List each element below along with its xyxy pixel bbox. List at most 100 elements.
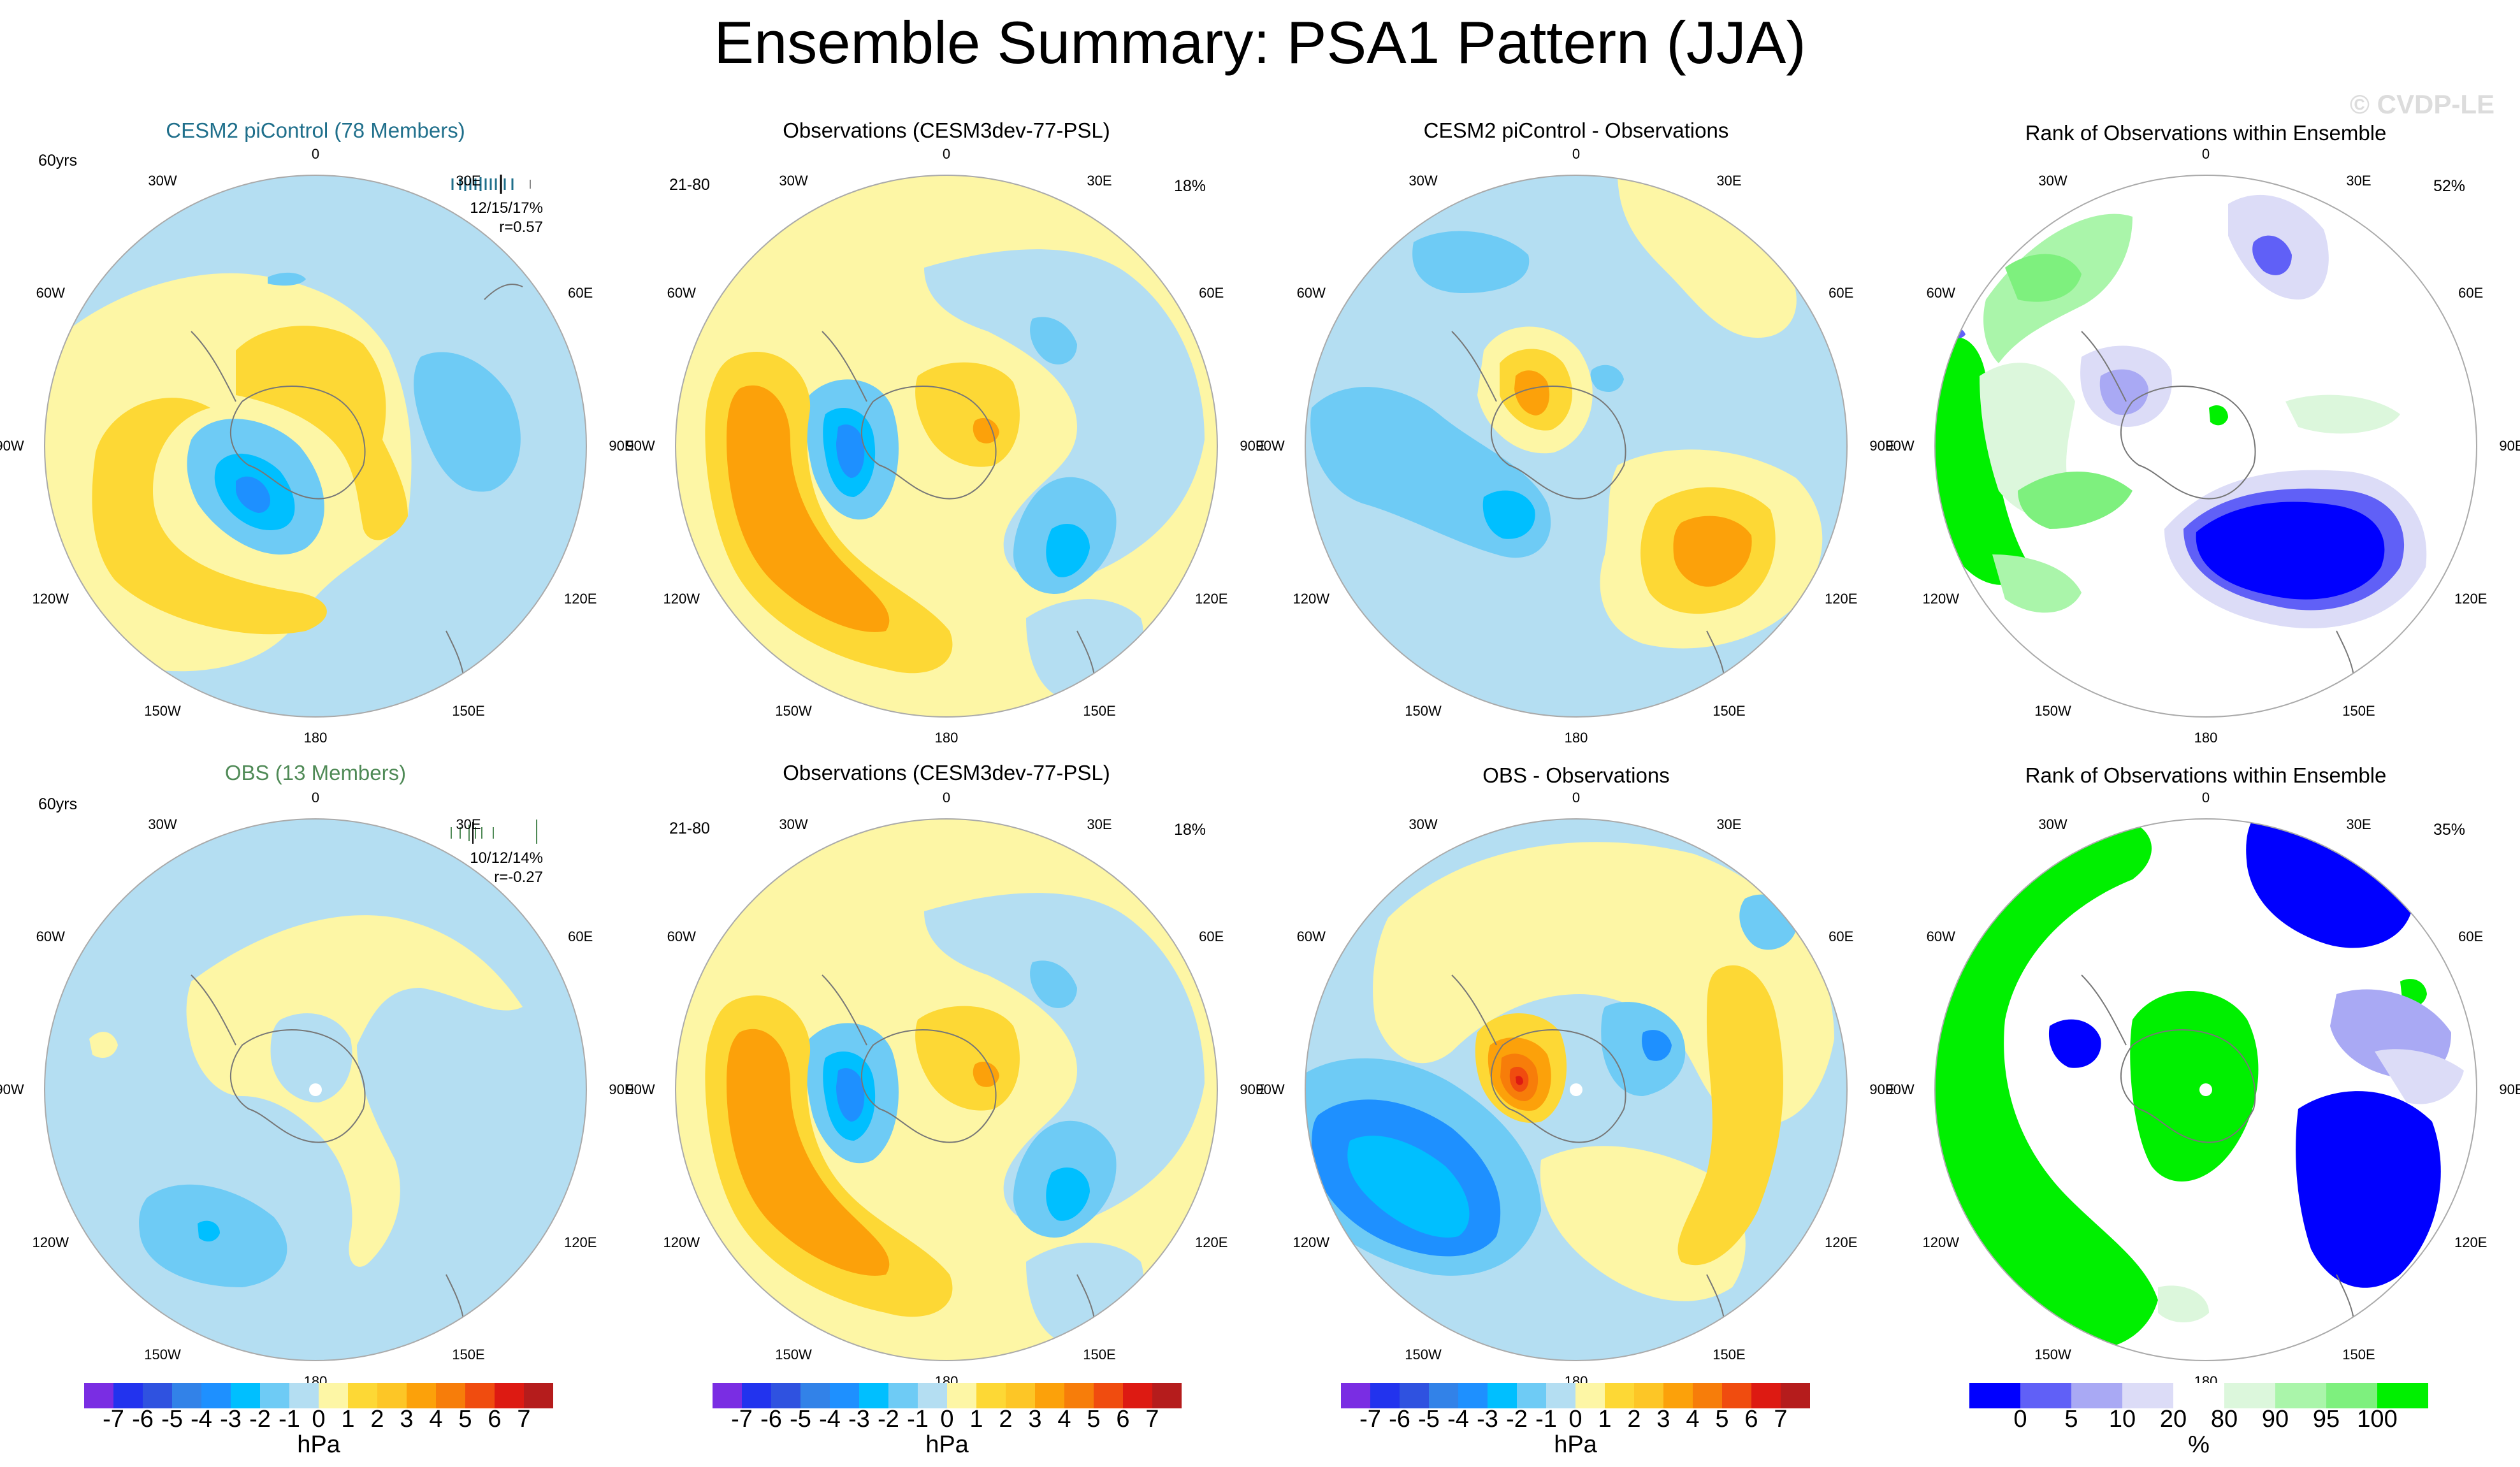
colorbar-tick-label: 5 (458, 1406, 472, 1433)
spread-ticks (451, 820, 537, 844)
colorbar-tick-label: -2 (249, 1406, 271, 1433)
contour-neg-5 (268, 272, 306, 286)
lon-label: 60W (1296, 285, 1326, 301)
colorbar-box (113, 1383, 143, 1408)
lon-label: 0 (942, 790, 951, 806)
colorbar-box (495, 1383, 524, 1408)
lon-label: 120W (663, 1234, 700, 1250)
lon-label: 60W (667, 929, 696, 944)
lon-label: 150E (452, 702, 485, 719)
colorbar-unit: hPa (1554, 1431, 1597, 1458)
lon-label: 150E (2342, 1346, 2375, 1362)
colorbar-tick-label: 2 (999, 1406, 1013, 1433)
colorbar-box (1517, 1383, 1546, 1408)
lon-label: 60W (1926, 285, 1955, 301)
lon-label: 30E (1716, 816, 1742, 833)
colorbar-boxes (1341, 1383, 1810, 1408)
pole-marker (1570, 1083, 1582, 1096)
panel-title: CESM2 piControl - Observations (1423, 119, 1729, 142)
colorbar-tick-label: -7 (1359, 1406, 1381, 1433)
panel-cesm2-picontrol: CESM2 piControl (78 Members) 60yrs 12/15… (0, 108, 634, 752)
contour-neg-8 (836, 424, 865, 478)
stats-spread: 12/15/17% (470, 199, 543, 217)
colorbar-box (2377, 1383, 2428, 1408)
lon-label: 30W (1408, 816, 1438, 833)
lon-label: 150W (775, 702, 812, 719)
lon-label: 150E (1083, 702, 1116, 719)
rank-blue-5 (2048, 1019, 2101, 1068)
lon-label: 0 (311, 146, 320, 162)
colorbar-tick-label: -5 (790, 1406, 811, 1433)
colorbar-tick-label: 5 (2064, 1406, 2078, 1433)
colorbar-tick-label: 100 (2357, 1406, 2398, 1433)
lon-label: 150W (775, 1346, 812, 1362)
colorbar-tick-label: 7 (1774, 1406, 1788, 1433)
colorbar-unit: hPa (297, 1431, 340, 1458)
colorbar-tick-label: 4 (1686, 1406, 1700, 1433)
lon-label: 150E (452, 1346, 485, 1362)
rank-blue-2 (2296, 1091, 2441, 1288)
colorbar-tick-label: 2 (370, 1406, 384, 1433)
colorbar-box (2224, 1383, 2275, 1408)
rank-green-8 (2285, 394, 2400, 434)
colorbar-box (1006, 1383, 1035, 1408)
colorbar-box (1458, 1383, 1488, 1408)
contour-pos-2 (727, 1029, 890, 1276)
map-border (1305, 175, 1848, 718)
colorbar-box (2173, 1383, 2224, 1408)
lon-label: 30E (456, 816, 481, 833)
contour-pos-7 (1514, 370, 1550, 416)
map-p8 (1934, 818, 2477, 1361)
contour-neg-4 (414, 352, 521, 492)
lon-label: 180 (303, 730, 328, 746)
lon-label: 150W (1405, 1346, 1442, 1362)
lon-label: 60W (1926, 929, 1955, 944)
watermark: © CVDP-LE (2350, 89, 2495, 119)
lon-label: 60E (2458, 929, 2484, 944)
colorbar-box (771, 1383, 800, 1408)
contour-pos-1 (186, 915, 523, 1267)
colorbar-box (1693, 1383, 1722, 1408)
contour-pos-3 (236, 326, 408, 540)
colorbar-tick-label: 0 (312, 1406, 326, 1433)
rank-green-1 (1935, 822, 2158, 1350)
contour-neg-3 (270, 1013, 352, 1102)
colorbar-tick-label: -5 (161, 1406, 183, 1433)
contour-pos-4 (973, 418, 999, 444)
stats-spread: 10/12/14% (470, 849, 543, 867)
panel-observations-top: Observations (CESM3dev-77-PSL) 21-80 18%… (626, 108, 1264, 752)
colorbar-tick-label: 1 (1598, 1406, 1612, 1433)
lon-label: 150W (144, 1346, 181, 1362)
figure-title: Ensemble Summary: PSA1 Pattern (JJA) (714, 9, 1806, 76)
lon-label: 90E (2499, 1081, 2520, 1097)
lon-label: 90W (626, 1081, 655, 1097)
years-label: 21-80 (669, 176, 710, 194)
spread-ticks (451, 175, 531, 194)
lon-label: 120W (1922, 591, 1960, 607)
map-border (1305, 818, 1848, 1361)
map-border (675, 175, 1218, 718)
colorbar-box (1429, 1383, 1458, 1408)
colorbar-tick-label: 4 (429, 1406, 443, 1433)
map-p5 (44, 818, 587, 1361)
pole-marker (309, 1083, 322, 1096)
lon-label: 60E (568, 285, 593, 301)
colorbar-tick-label: 10 (2108, 1406, 2136, 1433)
lon-label: 150W (2034, 1346, 2071, 1362)
contour-pos-2 (92, 398, 327, 635)
colorbar-tick-label: 4 (1057, 1406, 1071, 1433)
lon-label: 150E (1713, 1346, 1746, 1362)
rank-blue-1 (2246, 819, 2413, 948)
colorbar-tick-label: 3 (1656, 1406, 1670, 1433)
colorbar-tick-label: 1 (341, 1406, 355, 1433)
colorbar-tick-label: -3 (1477, 1406, 1498, 1433)
colorbar-tick-label: -4 (819, 1406, 841, 1433)
colorbar-tick-label: 90 (2261, 1406, 2289, 1433)
colorbar-box (1094, 1383, 1123, 1408)
map-border (44, 818, 587, 1361)
contour-neg-3 (236, 476, 271, 513)
contour-pos-1 (1618, 175, 1797, 338)
lon-label: 60E (1828, 285, 1854, 301)
panel-title: OBS (13 Members) (224, 761, 407, 784)
colorbar-box (1123, 1383, 1152, 1408)
